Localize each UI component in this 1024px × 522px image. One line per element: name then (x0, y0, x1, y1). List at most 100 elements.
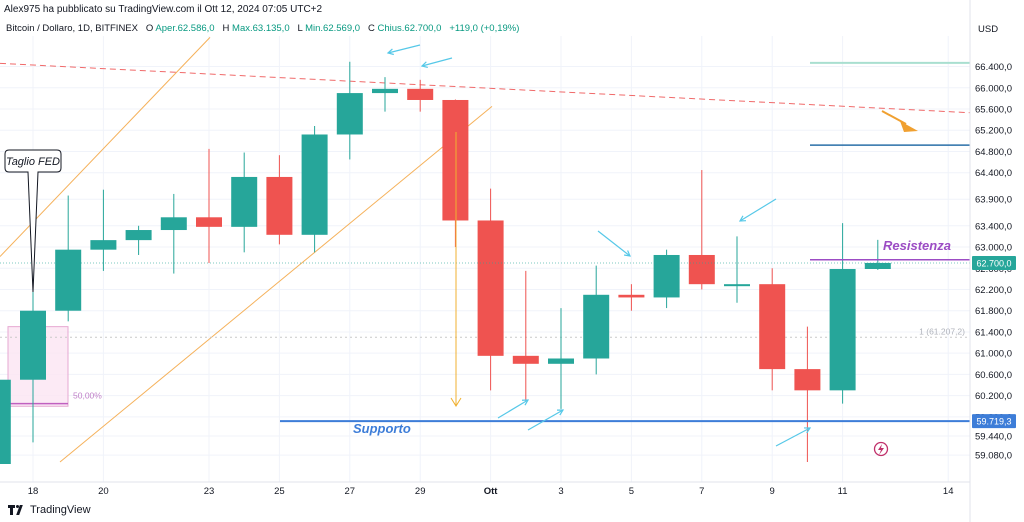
publisher-line: Alex975 ha pubblicato su TradingView.com… (4, 4, 323, 15)
fib-box-percent: 50,00% (73, 391, 102, 401)
candle-body (55, 249, 82, 311)
open-value: Aper.62.586,0 (155, 23, 215, 34)
candle-body (196, 217, 222, 227)
x-tick-label: 20 (98, 486, 109, 497)
cyan-arrow-icon (527, 409, 564, 431)
close-key: C (367, 23, 375, 34)
cyan-arrow-icon (775, 427, 811, 447)
cyan-arrow-head-icon (386, 48, 394, 56)
candle-body (724, 284, 750, 287)
candle-body (688, 254, 715, 285)
axis-price-labels: 62.700,0 59.719,3 (972, 255, 1016, 429)
cyan-arrow-icon (739, 198, 777, 222)
y-tick-label: 63.000,0 (975, 243, 1012, 254)
candle-body (442, 99, 469, 221)
x-tick-label: 14 (943, 486, 954, 497)
candle-body (160, 217, 187, 231)
y-tick-label: 65.600,0 (975, 105, 1012, 116)
candle-body (231, 176, 258, 227)
candle-body (0, 379, 11, 464)
trend-line-dashed (0, 62, 970, 114)
drop-arrow-head-icon (450, 397, 462, 407)
candle-body (407, 88, 434, 100)
last-price-badge (972, 255, 1016, 270)
x-tick-label: Ott (484, 486, 499, 497)
x-tick-label: 25 (274, 486, 285, 497)
tradingview-logo-icon (8, 505, 24, 515)
candle-body (759, 284, 786, 370)
candle-body (548, 358, 574, 364)
y-tick-label: 61.400,0 (975, 327, 1012, 338)
candle-body (864, 262, 891, 269)
candle-body (477, 220, 504, 356)
cyan-arrow-head-icon (556, 409, 565, 416)
cyan-arrow-head-icon (420, 61, 428, 69)
y-tick-label: 62.200,0 (975, 285, 1012, 296)
time-axis[interactable]: 18 20 23 25 27 29 Ott 3 5 7 9 11 14 (28, 486, 954, 497)
y-tick-label: 66.400,0 (975, 62, 1012, 73)
candle-body (125, 230, 152, 241)
footer-brand: TradingView (8, 504, 91, 516)
fed-callout-label: Taglio FED (6, 156, 60, 168)
x-tick-label: 23 (204, 486, 215, 497)
cyan-arrow-head-icon (623, 250, 631, 257)
y-tick-label: 64.800,0 (975, 147, 1012, 158)
drawings-front: Supporto Resistenza Taglio FED (0, 44, 970, 457)
candles-layer (0, 61, 891, 464)
support-price-badge-text: 59.719,3 (976, 417, 1011, 427)
cyan-arrow-icon (497, 399, 529, 419)
last-price-badge-text: 62.700,0 (976, 258, 1011, 268)
high-key: H (222, 23, 230, 34)
y-tick-label: 61.800,0 (975, 306, 1012, 317)
currency-label: USD (978, 24, 999, 35)
open-key: O (145, 23, 154, 34)
target-arrow-head-icon (900, 121, 918, 132)
y-tick-label: 61.000,0 (975, 349, 1012, 360)
target-arrow-icon (881, 110, 907, 125)
support-price-badge (972, 414, 1016, 429)
candle-body (618, 294, 645, 298)
footer-brand-text: TradingView (30, 504, 91, 516)
fed-callout-bubble (4, 149, 62, 293)
x-tick-label: 3 (558, 486, 563, 497)
cyan-arrow-head-icon (521, 399, 530, 406)
candle-body (20, 310, 46, 380)
y-tick-label: 60.600,0 (975, 370, 1012, 381)
cyan-arrow-icon (597, 230, 631, 257)
y-tick-label: 59.080,0 (975, 451, 1012, 462)
candle-body (90, 240, 117, 250)
y-tick-label: 59.440,0 (975, 431, 1012, 442)
candle-body (266, 176, 293, 235)
y-tick-label: 63.400,0 (975, 221, 1012, 232)
symbol-info-line: Bitcoin / Dollaro, 1D, BITFINEX O Aper.6… (6, 23, 519, 34)
y-tick-label: 63.900,0 (975, 195, 1012, 206)
y-tick-label: 65.200,0 (975, 126, 1012, 137)
cyan-arrow-head-icon (803, 427, 812, 434)
cyan-arrow-icon (387, 44, 421, 54)
candle-body (336, 93, 363, 135)
close-value: Chius.62.700,0 (377, 23, 442, 34)
resistance-label: Resistenza (883, 238, 951, 253)
y-tick-label: 60.200,0 (975, 391, 1012, 402)
low-value: Min.62.569,0 (305, 23, 361, 34)
x-tick-label: 5 (629, 486, 634, 497)
y-tick-label: 64.400,0 (975, 168, 1012, 179)
candle-body (372, 88, 398, 94)
candle-body (583, 294, 610, 359)
event-flash-bolt-icon (878, 444, 884, 455)
candle-body (794, 369, 821, 391)
x-tick-label: 9 (770, 486, 775, 497)
low-key: L (297, 23, 303, 34)
change-value: +119,0 (+0,19%) (449, 23, 520, 34)
x-tick-label: 18 (28, 486, 39, 497)
candle-body (653, 254, 680, 298)
fib-level-label: 1 (61.207,2) (919, 326, 965, 336)
candle-body (301, 134, 328, 235)
x-tick-label: 11 (838, 486, 848, 497)
cyan-arrow-head-icon (738, 215, 747, 222)
x-tick-label: 27 (345, 486, 356, 497)
high-value: Max.63.135,0 (232, 23, 290, 34)
symbol-name: Bitcoin / Dollaro, 1D, BITFINEX (6, 23, 138, 34)
support-label: Supporto (353, 421, 411, 436)
